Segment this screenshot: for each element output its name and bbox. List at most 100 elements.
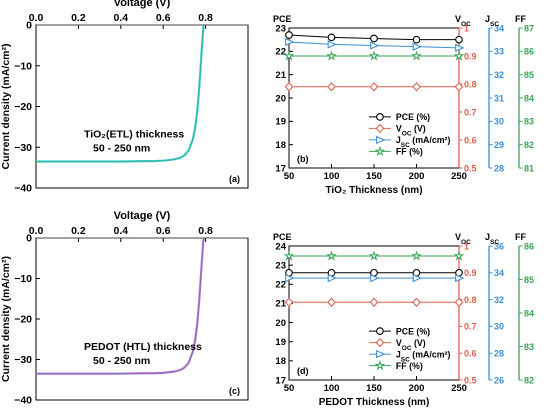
data-point: [370, 274, 380, 283]
data-point: [284, 82, 294, 92]
right-axis-tick-label: 0.9: [464, 51, 477, 61]
legend-marker: [376, 135, 386, 145]
right-axis-tick-label: 86: [524, 47, 534, 57]
x-tick-label: 0.8: [198, 12, 213, 24]
right-axis-tick-label: 86: [524, 241, 534, 251]
right-axis-tick-label: 34: [494, 23, 504, 33]
plot-frame: [35, 24, 249, 189]
right-axis-tick-label: 83: [524, 342, 534, 352]
data-point: [370, 41, 380, 50]
x-tick-label: 250: [451, 171, 467, 182]
data-point: [283, 250, 295, 261]
y-axis-title: Current density (mA/cm²): [0, 256, 12, 382]
right-axis-tick-label: 87: [524, 23, 534, 33]
right-axis-tick-label: 28: [494, 163, 504, 173]
data-point: [327, 297, 336, 307]
jv-panel-a: 0.0 0.2 0.4 0.6 0.8 Voltage (V) 0 −10 −20 −30 −40 C…: [0, 0, 249, 195]
y-tick-label: −20: [14, 101, 32, 113]
data-point: [368, 50, 380, 61]
data-point: [454, 297, 464, 307]
data-point: [455, 274, 465, 283]
pce-tick-label: 24: [275, 241, 286, 252]
right-axis-tick-label: 0.7: [464, 107, 477, 117]
right-axis-tick-label: 85: [524, 275, 534, 285]
right-axis-tick-label: 0.5: [464, 163, 477, 173]
pce-tick-label: 23: [275, 260, 286, 271]
right-axis-tick-label: 83: [524, 117, 534, 127]
annotation-range: 50 - 250 nm: [93, 142, 150, 154]
legend-label: VOC (V): [396, 338, 426, 352]
legend-label: VOC (V): [396, 124, 426, 138]
pce-tick-label: 18: [275, 140, 286, 151]
x-tick-label: 200: [409, 383, 425, 394]
right-axis-tick-label: 34: [494, 268, 504, 278]
pce-tick-label: 22: [275, 280, 286, 291]
plot-frame: [288, 27, 460, 169]
data-point: [326, 250, 337, 261]
right-axis-tick-label: 26: [494, 375, 504, 385]
y-tick-label: −20: [14, 314, 32, 326]
data-point: [369, 297, 379, 307]
pce-tick-label: 17: [275, 163, 286, 174]
right-axis-tick-label: 1: [464, 23, 469, 33]
data-point: [455, 35, 463, 44]
plot-frame: [35, 237, 249, 401]
data-point: [283, 50, 295, 61]
pce-tick-label: 22: [275, 47, 286, 58]
data-point: [285, 274, 295, 283]
legend-label: PCE (%): [396, 112, 430, 122]
data-point: [455, 43, 465, 52]
right-axis-tick-label: 84: [524, 93, 534, 103]
right-axis-tick-label: 82: [524, 375, 534, 385]
right-axis-tick-label: 0.5: [464, 375, 477, 385]
x-axis-title: TiO₂ Thickness (nm): [325, 185, 422, 196]
legend-marker: [375, 337, 385, 348]
pce-tick-label: 18: [275, 356, 286, 367]
y-tick-label: 0: [26, 20, 32, 32]
x-tick-label: 150: [366, 171, 382, 182]
right-axis-tick-label: 0.8: [464, 79, 477, 89]
right-axis-title: JSC: [485, 232, 499, 246]
legend-marker: [376, 327, 384, 335]
right-axis-tick-label: 0.6: [464, 135, 477, 145]
y-tick-label: −10: [14, 273, 32, 285]
right-axis-tick-label: 33: [494, 47, 504, 57]
plot-frame: [288, 245, 460, 381]
data-point: [412, 82, 421, 92]
right-axis-tick-label: 31: [494, 93, 504, 103]
pce-tick-label: 21: [275, 70, 286, 81]
data-point: [327, 40, 337, 49]
legend-marker: [376, 113, 384, 121]
jv-curve-outline: [36, 24, 204, 162]
legend-label: FF (%): [396, 361, 423, 371]
data-point: [368, 250, 380, 261]
data-point: [369, 82, 379, 92]
x-tick-label: 50: [284, 171, 295, 182]
right-axis-tick-label: 30: [494, 322, 504, 332]
x-tick-label: 0.8: [198, 225, 213, 237]
legend-label: PCE (%): [396, 326, 430, 336]
pce-tick-label: 20: [275, 93, 286, 104]
param-panel-d: 50 100 150 200 250 PEDOT Thickness (nm) 17 18 19…: [273, 232, 534, 408]
right-axis-tick-label: 0.9: [464, 268, 477, 278]
data-point: [326, 50, 337, 61]
data-point: [411, 250, 422, 261]
data-point: [327, 274, 337, 283]
right-axis-tick-label: 0.7: [464, 322, 477, 332]
right-axis-tick-label: 0.8: [464, 295, 477, 305]
right-axis-tick-label: 30: [494, 117, 504, 127]
jv-curve-outline: [36, 237, 204, 374]
x-axis-title: PEDOT Thickness (nm): [319, 397, 430, 408]
data-point: [327, 33, 336, 42]
pce-axis-title: PCE: [273, 14, 292, 24]
right-axis-title: FF: [515, 14, 526, 24]
annotation-range: 50 - 250 nm: [93, 355, 150, 367]
x-tick-label: 0.6: [156, 225, 171, 237]
right-axis-tick-label: 28: [494, 349, 504, 359]
right-axis-tick-label: 82: [524, 140, 534, 150]
y-tick-label: 0: [26, 233, 32, 245]
x-tick-label: 0.4: [113, 225, 128, 237]
pce-tick-label: 23: [275, 23, 286, 34]
data-point: [412, 274, 422, 283]
